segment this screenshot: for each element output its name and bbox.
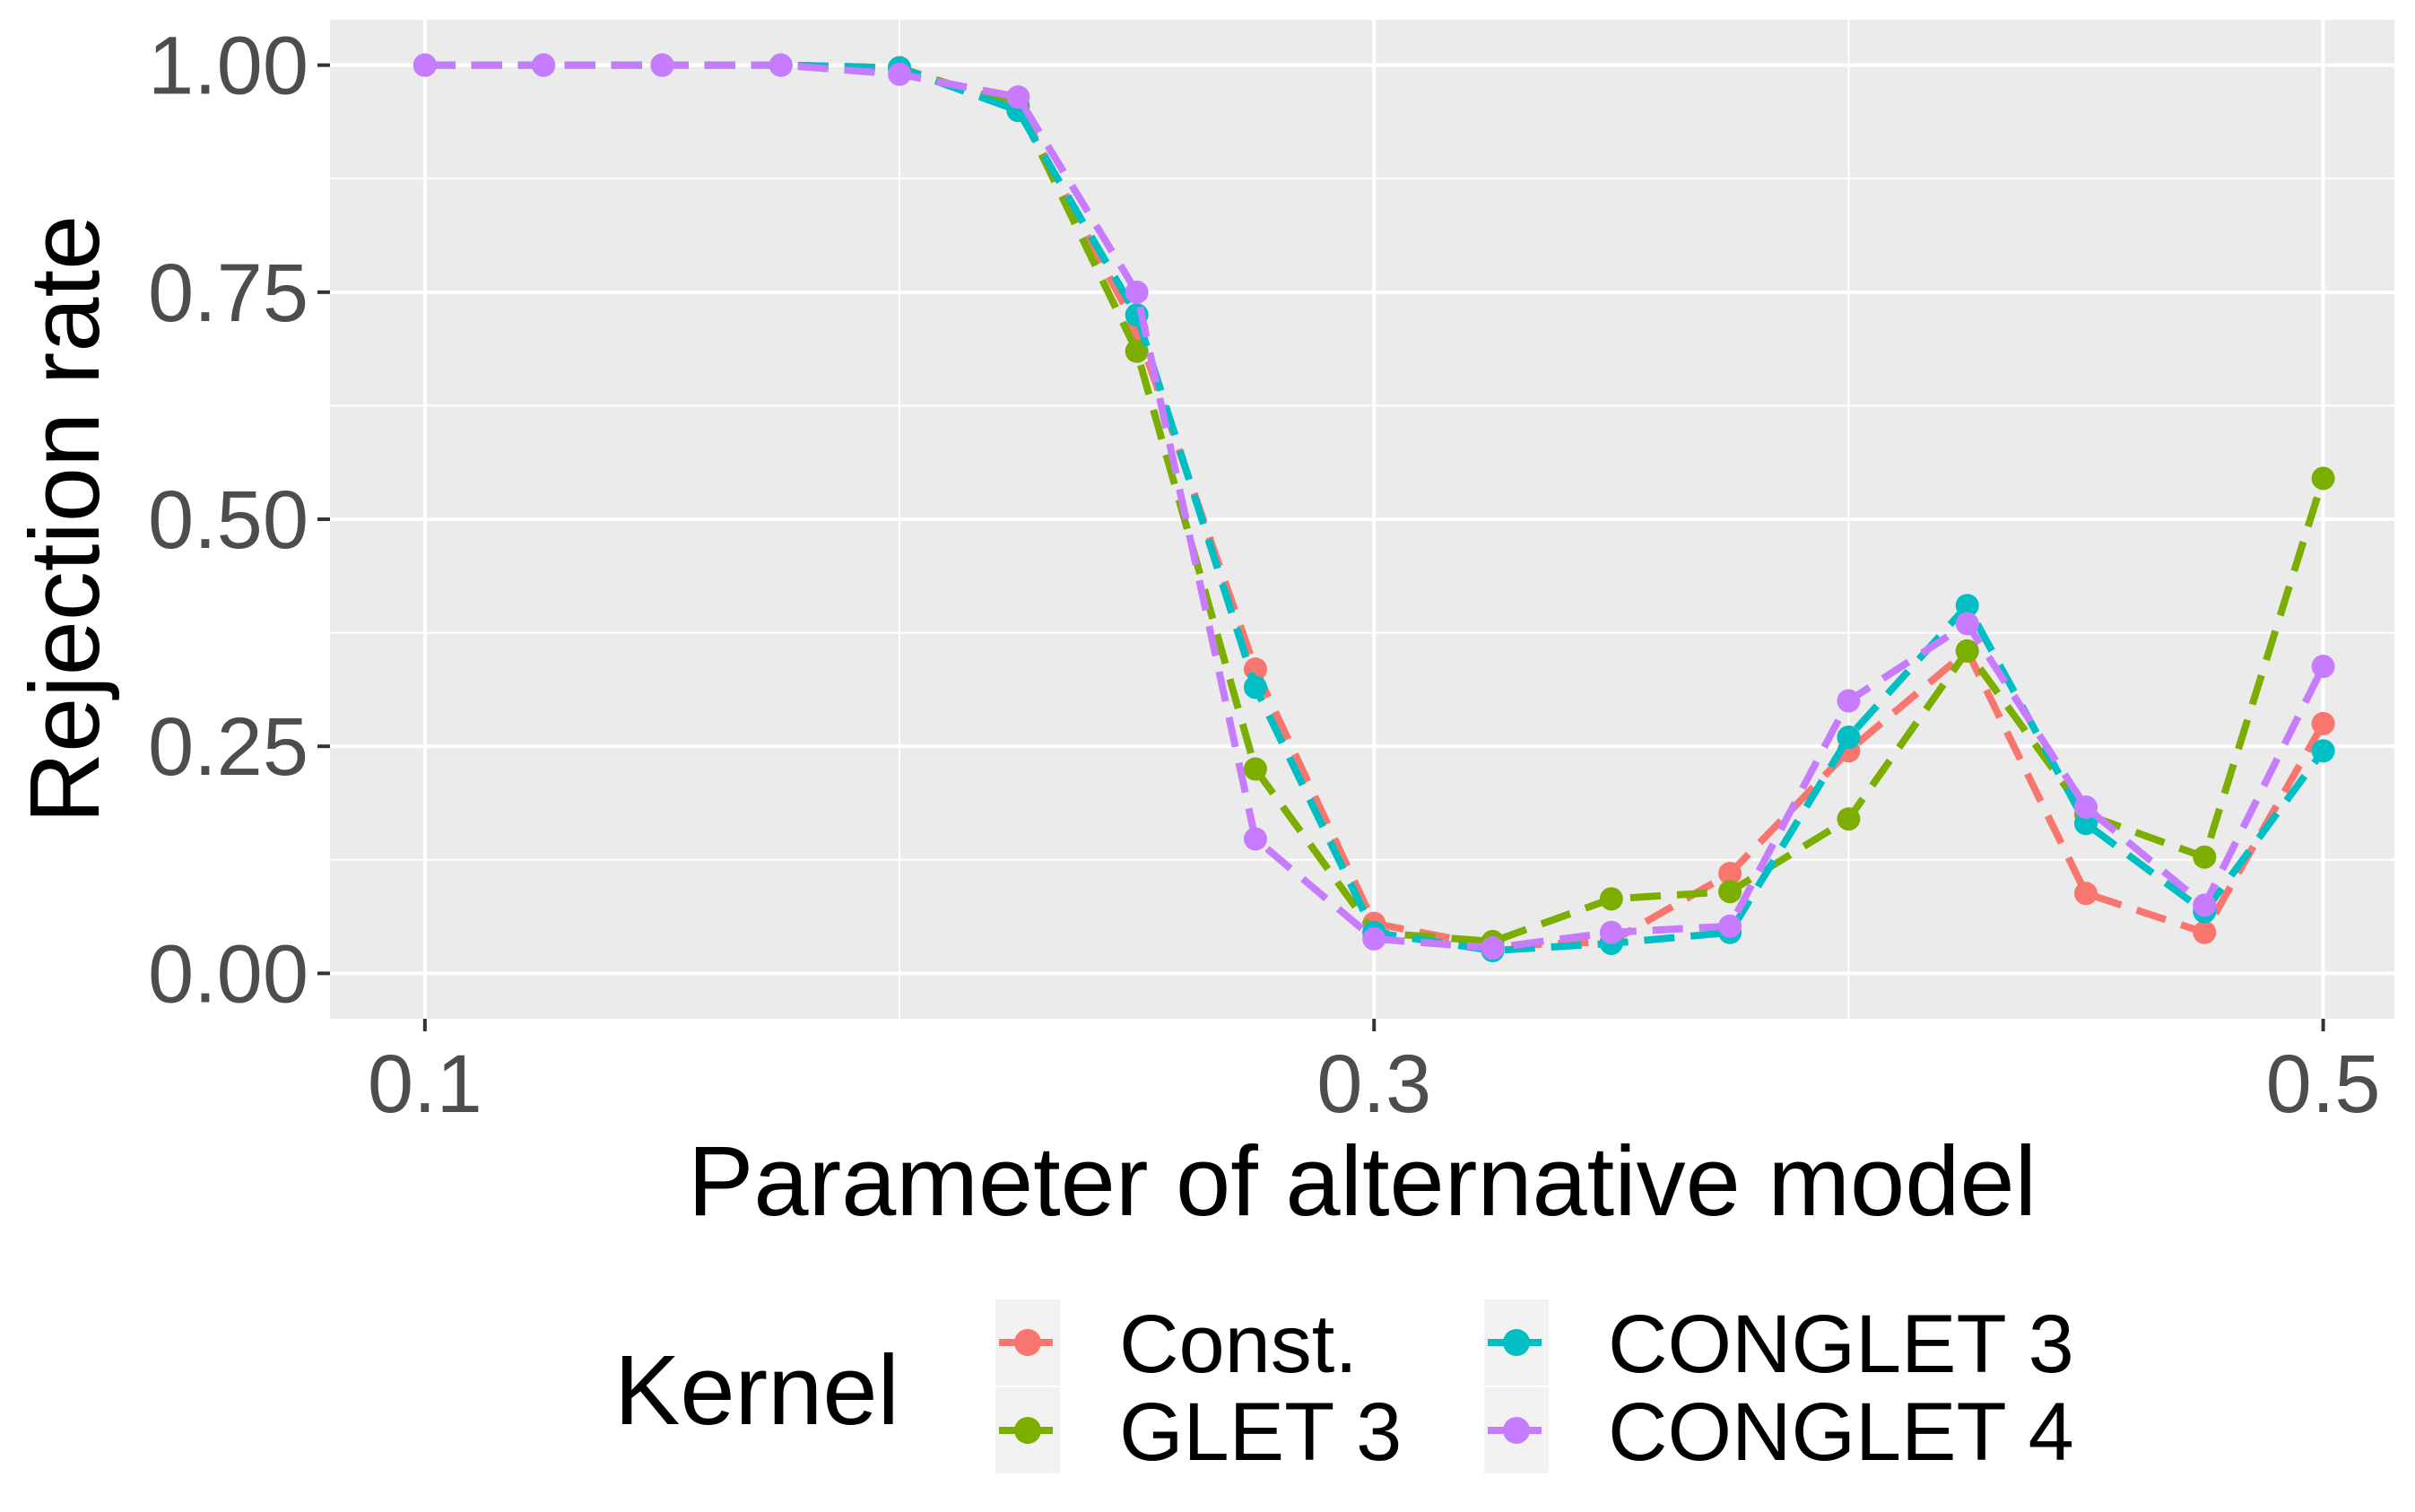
grid-lines [330, 20, 2394, 1019]
data-point [2074, 812, 2098, 836]
data-point [1837, 807, 1861, 831]
x-tick-label: 0.5 [2266, 1038, 2381, 1130]
data-point [1955, 594, 1979, 618]
data-point [2074, 882, 2098, 906]
data-point [1718, 914, 1742, 938]
data-point [1243, 757, 1267, 781]
data-point [413, 53, 437, 77]
data-point [2311, 711, 2335, 735]
data-point [1006, 85, 1030, 109]
x-axis-title: Parameter of alternative model [688, 1126, 2037, 1237]
series-lines [413, 53, 2335, 963]
y-tick-label: 0.50 [148, 474, 308, 566]
data-point [769, 53, 793, 77]
data-point [2193, 920, 2217, 944]
legend-label: Const. [1119, 1299, 1358, 1390]
legend-label: GLET 3 [1119, 1386, 1402, 1478]
y-axis-title: Rejection rate [10, 215, 120, 824]
legend-title: Kernel [614, 1335, 899, 1446]
data-point [532, 53, 556, 77]
data-point [1837, 726, 1861, 750]
y-tick-label: 0.25 [148, 701, 308, 793]
y-tick-label: 0.75 [148, 248, 308, 339]
data-point [2193, 893, 2217, 917]
data-point [1718, 861, 1742, 885]
y-tick-label: 1.00 [148, 21, 308, 112]
axis-ticks: 0.00 0.25 0.50 0.75 1.00 0.1 0.3 0.5 [148, 21, 2381, 1130]
data-point [1599, 920, 1623, 944]
data-point [1955, 639, 1979, 663]
data-point [1718, 880, 1742, 904]
data-point [1955, 612, 1979, 636]
data-point [1125, 339, 1149, 363]
data-point [1362, 926, 1386, 951]
data-point [2311, 739, 2335, 763]
legend-key-point [1014, 1329, 1041, 1356]
legend-key-point [1503, 1417, 1530, 1444]
data-point [2074, 795, 2098, 820]
x-tick-label: 0.1 [368, 1038, 482, 1130]
y-tick-label: 0.00 [148, 928, 308, 1020]
data-point [2311, 655, 2335, 679]
data-point [1599, 887, 1623, 911]
legend-key-point [1503, 1329, 1530, 1356]
data-point [1243, 827, 1267, 851]
data-point [2193, 845, 2217, 869]
data-point [2311, 466, 2335, 491]
data-point [650, 53, 674, 77]
data-point [1125, 280, 1149, 304]
legend-key-point [1014, 1417, 1041, 1444]
x-tick-label: 0.3 [1316, 1038, 1431, 1130]
data-point [888, 62, 912, 86]
data-point [1837, 689, 1861, 713]
data-point [1243, 675, 1267, 700]
series-group [413, 53, 2335, 960]
legend-label: CONGLET 4 [1608, 1386, 2074, 1478]
legend-label: CONGLET 3 [1608, 1299, 2074, 1390]
data-point [1481, 936, 1505, 960]
